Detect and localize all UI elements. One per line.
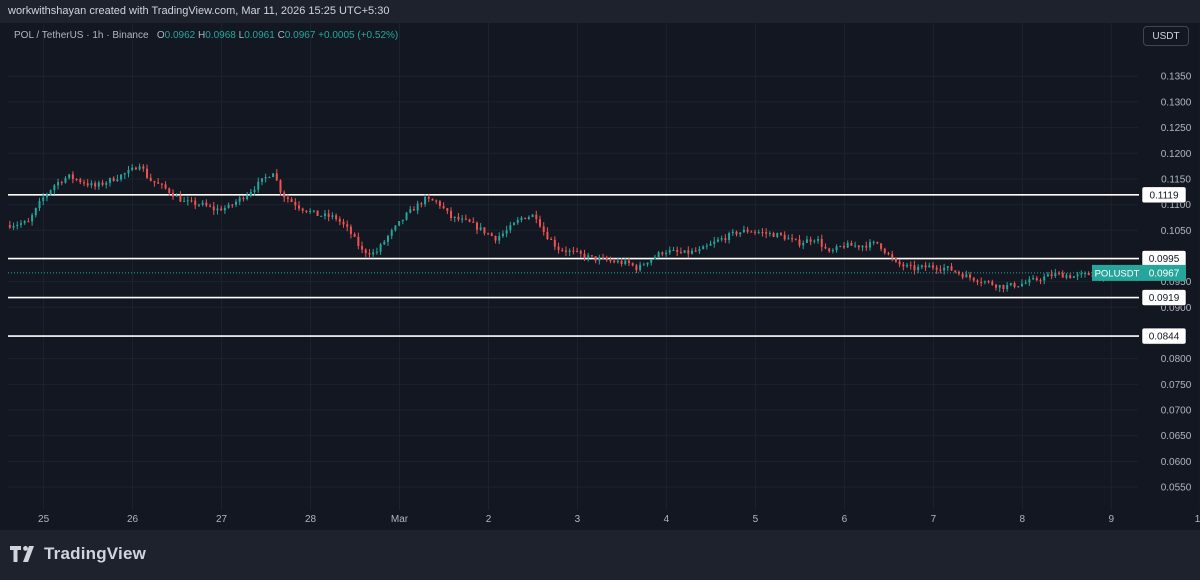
low-label: L — [238, 30, 245, 41]
symbol-title[interactable]: POL / TetherUS · 1h · Binance — [14, 30, 149, 41]
time-tick-label: 10 — [1195, 514, 1200, 525]
tradingview-brand-name: TradingView — [44, 544, 147, 563]
close-label: C — [277, 30, 285, 41]
ohlc-legend: POL / TetherUS · 1h · Binance O0.0962 H0… — [14, 30, 398, 41]
high-value: 0.0968 — [205, 30, 236, 41]
tradingview-logo[interactable]: TradingView — [10, 544, 146, 564]
attribution-bar: workwithshayan created with TradingView.… — [0, 0, 1200, 23]
close-value: 0.0967 — [284, 30, 316, 41]
open-label: O — [156, 30, 165, 41]
footer-bar — [0, 530, 1200, 580]
attribution-text: workwithshayan created with TradingView.… — [8, 5, 390, 17]
tradingview-logo-icon — [10, 546, 34, 562]
high-label: H — [198, 30, 206, 41]
chart-area[interactable] — [8, 23, 1192, 530]
open-value: 0.0962 — [164, 30, 196, 41]
currency-button[interactable]: USDT — [1143, 26, 1189, 46]
low-value: 0.0961 — [244, 30, 275, 41]
change-value: +0.0005 (+0.52%) — [318, 30, 399, 41]
